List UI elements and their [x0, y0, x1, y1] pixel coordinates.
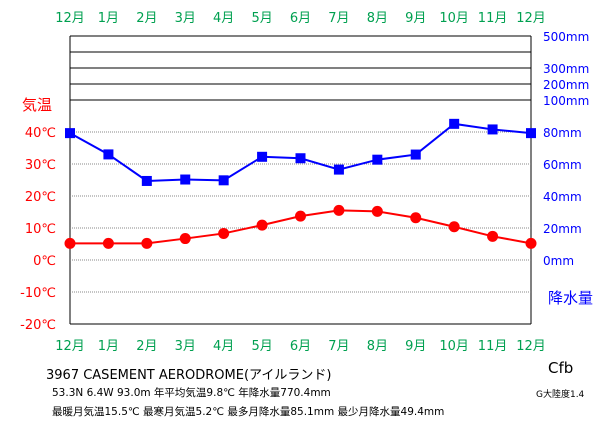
temperature-tick-label: -10℃: [20, 286, 56, 301]
month-label-top: 4月: [213, 11, 234, 26]
precipitation-point: [449, 118, 460, 129]
temperature-point: [448, 221, 460, 233]
temperature-point: [333, 204, 345, 216]
month-label-bottom: 8月: [367, 339, 388, 354]
month-label-bottom: 12月: [55, 339, 85, 354]
temperature-point: [295, 210, 306, 222]
temperature-point: [102, 237, 114, 249]
precipitation-point: [218, 175, 229, 186]
precipitation-tick-label: 500mm: [543, 30, 589, 44]
month-label-bottom: 2月: [136, 339, 157, 354]
precipitation-point: [295, 153, 306, 164]
precipitation-tick-label: 40mm: [543, 190, 582, 204]
precipitation-point: [410, 149, 421, 160]
month-label-top: 9月: [405, 11, 426, 26]
precipitation-point: [103, 149, 114, 160]
temperature-point: [64, 237, 76, 249]
month-label-bottom: 3月: [175, 339, 196, 354]
precipitation-axis: 500mm 300mm 200mm 100mm 80mm 60mm 40mm 20mm 0mm 降…: [543, 30, 593, 307]
month-label-bottom: 4月: [213, 339, 234, 354]
month-label-bottom: 12月: [516, 339, 546, 354]
station-stats-line-2: 最暖月気温15.5℃ 最寒月気温5.2℃ 最多月降水量85.1mm 最少月降水量…: [52, 406, 445, 418]
precipitation-point: [180, 174, 191, 185]
temperature-point: [525, 237, 537, 249]
precipitation-tick-label: 300mm: [543, 62, 589, 76]
precipitation-tick-label: 0mm: [543, 254, 574, 268]
precipitation-point: [526, 128, 536, 139]
month-label-top: 3月: [175, 11, 196, 26]
precipitation-tick-label: 200mm: [543, 78, 589, 92]
month-label-top: 1月: [98, 11, 119, 26]
temperature-series: [64, 204, 537, 249]
temperature-point: [487, 230, 499, 242]
temperature-tick-label: 30℃: [25, 158, 56, 173]
precipitation-point: [372, 154, 383, 165]
temperature-axis: 気温 40℃ 30℃ 20℃ 10℃ 0℃ -10℃ -20℃: [20, 96, 56, 333]
temperature-tick-label: 0℃: [33, 254, 56, 269]
month-label-top: 7月: [328, 11, 349, 26]
precipitation-point: [141, 175, 152, 186]
continentality-index: G大陸度1.4: [536, 390, 585, 400]
month-label-top: 5月: [251, 11, 272, 26]
month-label-bottom: 9月: [405, 339, 426, 354]
month-label-top: 8月: [367, 11, 388, 26]
month-label-top: 10月: [439, 11, 469, 26]
temperature-point: [371, 205, 383, 217]
precipitation-point: [65, 128, 75, 139]
temperature-point: [256, 219, 268, 231]
month-label-bottom: 1月: [98, 339, 119, 354]
station-stats-line-1: 53.3N 6.4W 93.0m 年平均気温9.8℃ 年降水量770.4mm: [52, 387, 331, 399]
precipitation-tick-label: 20mm: [543, 222, 582, 236]
month-label-top: 11月: [478, 11, 508, 26]
precipitation-tick-label: 80mm: [543, 126, 582, 140]
temperature-point: [179, 233, 191, 245]
temperature-point: [218, 227, 230, 239]
month-labels-bottom: 12月 1月 2月 3月 4月 5月 6月 7月 8月 9月 10月 11月 12月: [55, 339, 546, 354]
precipitation-point: [257, 151, 268, 162]
precipitation-point: [333, 164, 344, 175]
temperature-tick-label: -20℃: [20, 318, 56, 333]
temperature-axis-title: 気温: [22, 96, 52, 114]
month-label-bottom: 11月: [478, 339, 508, 354]
month-labels-top: 12月 1月 2月 3月 4月 5月 6月 7月 8月 9月 10月 11月 12月: [55, 11, 546, 26]
precipitation-tick-label: 60mm: [543, 158, 582, 172]
month-label-bottom: 10月: [439, 339, 469, 354]
temperature-point: [141, 237, 153, 249]
month-label-bottom: 5月: [251, 339, 272, 354]
temperature-point: [410, 212, 422, 224]
month-label-top: 12月: [516, 11, 546, 26]
month-label-top: 12月: [55, 11, 85, 26]
precipitation-axis-title: 降水量: [548, 289, 593, 307]
month-label-bottom: 6月: [290, 339, 311, 354]
precipitation-series: [65, 118, 536, 186]
month-label-top: 6月: [290, 11, 311, 26]
precipitation-tick-label: 100mm: [543, 94, 589, 108]
month-label-bottom: 7月: [328, 339, 349, 354]
precipitation-point: [487, 124, 498, 135]
grid-lines: [69, 35, 532, 325]
station-name: 3967 CASEMENT AERODROME(アイルランド): [46, 368, 332, 383]
temperature-tick-label: 40℃: [25, 126, 56, 141]
temperature-tick-label: 20℃: [25, 190, 56, 205]
temperature-tick-label: 10℃: [25, 222, 56, 237]
climate-classification: Cfb: [548, 359, 574, 377]
month-label-top: 2月: [136, 11, 157, 26]
